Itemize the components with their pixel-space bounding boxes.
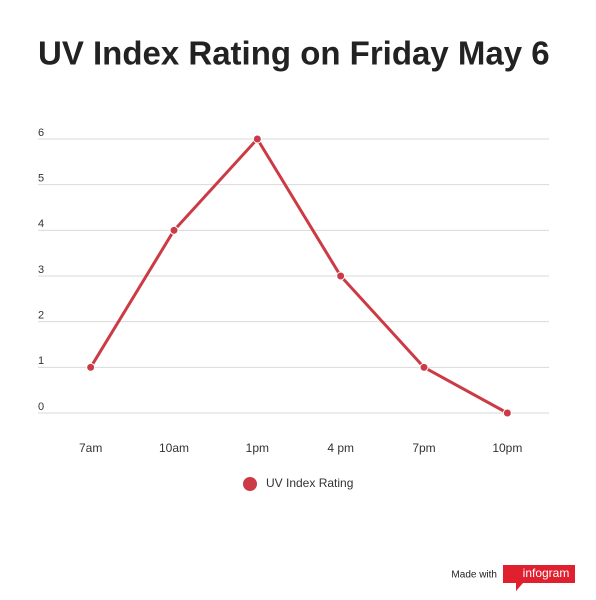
- y-tick-label: 6: [38, 127, 44, 139]
- line: [89, 137, 509, 415]
- x-tick-label: 10am: [159, 441, 189, 455]
- point: [86, 362, 96, 372]
- point: [419, 362, 429, 372]
- branding-logo-box: [503, 565, 575, 591]
- y-tick-label: 0: [38, 401, 44, 413]
- point: [502, 408, 512, 418]
- x-tick-label: 10pm: [492, 441, 522, 455]
- legend-label: UV Index Rating: [266, 476, 353, 490]
- branding-prefix: Made with: [451, 570, 497, 581]
- x-tick-label: 7am: [79, 441, 102, 455]
- point: [169, 225, 179, 235]
- y-tick-label: 2: [38, 310, 44, 322]
- x-tick-label: 1pm: [246, 441, 269, 455]
- x-tick-label: 7pm: [412, 441, 435, 455]
- branding-logo[interactable]: infogram: [523, 566, 570, 580]
- x-tick-label: 4 pm: [327, 441, 354, 455]
- y-tick-label: 5: [38, 173, 44, 185]
- y-tick-label: 3: [38, 264, 44, 276]
- y-tick-label: 4: [38, 218, 44, 230]
- chart-title: UV Index Rating on Friday May 6: [38, 35, 550, 72]
- legend-swatch: [243, 477, 257, 491]
- point: [336, 271, 346, 281]
- y-tick-label: 1: [38, 355, 44, 367]
- point: [252, 134, 262, 144]
